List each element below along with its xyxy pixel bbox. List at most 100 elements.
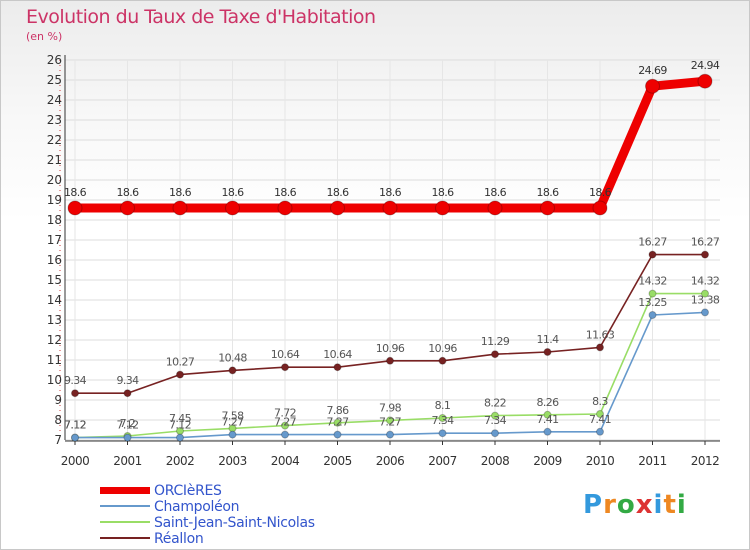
series-3-label-2009: 11.4 — [536, 333, 559, 346]
series-1-label-2012: 13.38 — [691, 293, 720, 306]
legend-item-reallon: Réallon — [100, 531, 400, 547]
series-2-label-2007: 8.1 — [435, 399, 451, 412]
legend-item-saint-jean: Saint-Jean-Saint-Nicolas — [100, 515, 400, 531]
y-tick-label-19: 19 — [47, 193, 62, 207]
y-tick-label-12: 12 — [47, 333, 62, 347]
series-0-point-2012 — [697, 73, 713, 89]
series-0-point-2007 — [435, 200, 450, 216]
series-1-label-2007: 7.34 — [431, 414, 454, 427]
series-3-point-2007 — [438, 356, 447, 365]
series-1-label-2006: 7.27 — [379, 416, 402, 429]
y-tick-label-11: 11 — [47, 353, 62, 367]
series-1-point-2010 — [596, 427, 604, 436]
series-2-label-2011: 14.32 — [638, 275, 667, 288]
series-0-label-2006: 18.6 — [379, 186, 402, 199]
series-2-label-2009: 8.26 — [536, 396, 559, 409]
proxiti-logo: Proxiti — [583, 490, 687, 520]
y-tick-label-26: 26 — [47, 53, 62, 67]
x-tick-label-2003: 2003 — [218, 454, 247, 468]
y-tick-label-22: 22 — [47, 133, 62, 147]
legend-swatch-orcieres — [100, 487, 150, 494]
series-2-label-2010: 8.3 — [592, 395, 608, 408]
series-1-point-2012 — [701, 308, 709, 317]
legend-swatch-reallon — [100, 537, 150, 539]
x-tick-label-2008: 2008 — [481, 454, 510, 468]
series-2-label-2012: 14.32 — [691, 275, 720, 288]
series-3-point-2003 — [228, 366, 237, 375]
y-tick-label-18: 18 — [47, 213, 62, 227]
series-3-label-2012: 16.27 — [691, 236, 720, 249]
legend-item-champoleon: Champoléon — [100, 499, 400, 515]
series-2-point-2012 — [701, 289, 709, 298]
x-tick-label-2007: 2007 — [428, 454, 457, 468]
series-3-point-2010 — [596, 343, 604, 352]
series-3-label-2011: 16.27 — [638, 236, 667, 249]
series-0-label-2011: 24.69 — [638, 64, 667, 77]
series-0-point-2001 — [120, 200, 135, 216]
series-1-label-2008: 7.34 — [484, 414, 507, 427]
series-2-label-2002: 7.45 — [169, 412, 192, 425]
series-0-label-2010: 18.6 — [589, 186, 612, 199]
series-2-point-2007 — [438, 414, 447, 422]
series-3-label-2004: 10.64 — [271, 348, 300, 361]
legend-label-orcieres: ORCIèRES — [154, 483, 222, 499]
series-2-point-2011 — [648, 289, 657, 298]
chart-title: Evolution du Taux de Taxe d'Habitation — [26, 6, 376, 28]
series-3-point-2008 — [491, 350, 499, 359]
x-tick-label-2009: 2009 — [533, 454, 562, 468]
series-1-label-2000: 7.12 — [64, 419, 86, 432]
series-1-point-2000 — [71, 433, 79, 442]
series-1-label-2005: 7.27 — [326, 416, 349, 429]
series-1-label-2002: 7.12 — [169, 419, 191, 432]
series-0-point-2000 — [67, 200, 83, 216]
y-tick-label-25: 25 — [47, 73, 62, 87]
series-0-point-2004 — [277, 200, 293, 216]
x-tick-label-2001: 2001 — [113, 454, 142, 468]
series-2-label-2003: 7.58 — [221, 409, 244, 422]
x-tick-label-2000: 2000 — [61, 454, 90, 468]
y-tick-label-10: 10 — [47, 373, 62, 387]
series-0-point-2006 — [382, 200, 398, 216]
x-tick-label-2006: 2006 — [376, 454, 405, 468]
series-0-point-2009 — [540, 200, 555, 216]
series-2-point-2006 — [386, 416, 394, 425]
series-3-point-2004 — [281, 363, 289, 372]
series-0-label-2012: 24.94 — [691, 59, 720, 72]
series-3-point-2002 — [176, 370, 184, 379]
legend-swatch-champoleon — [100, 505, 150, 507]
series-3-label-2008: 11.29 — [481, 335, 510, 348]
series-0-label-2002: 18.6 — [169, 186, 192, 199]
series-1-label-2010: 7.41 — [589, 413, 611, 426]
series-3-point-2005 — [333, 363, 342, 372]
y-tick-label-24: 24 — [47, 93, 62, 107]
series-1-point-2005 — [333, 430, 342, 439]
series-1-label-2009: 7.41 — [536, 413, 558, 426]
series-2-label-2001: 7.2 — [120, 417, 136, 430]
series-0-point-2011 — [645, 78, 660, 94]
series-3-label-2001: 9.34 — [116, 374, 139, 387]
series-3-point-2001 — [123, 389, 132, 398]
legend-swatch-saint-jean — [100, 521, 150, 523]
series-1-point-2007 — [438, 429, 447, 438]
x-tick-label-2004: 2004 — [271, 454, 300, 468]
series-0-label-2003: 18.6 — [221, 186, 244, 199]
y-tick-label-7: 7 — [54, 433, 62, 447]
x-tick-label-2005: 2005 — [323, 454, 352, 468]
series-3-point-2012 — [701, 250, 709, 259]
series-0-label-2001: 18.6 — [116, 186, 139, 199]
series-1-point-2001 — [123, 433, 132, 442]
series-3-label-2002: 10.27 — [166, 356, 195, 369]
x-tick-label-2010: 2010 — [586, 454, 615, 468]
series-0-label-2004: 18.6 — [274, 186, 297, 199]
series-1-label-2001: 7.12 — [116, 419, 138, 432]
x-tick-label-2002: 2002 — [166, 454, 195, 468]
y-tick-label-14: 14 — [47, 293, 62, 307]
series-2-label-2008: 8.22 — [484, 397, 506, 410]
y-tick-label-15: 15 — [47, 273, 62, 287]
series-0-point-2008 — [487, 200, 503, 216]
series-3-label-2010: 11.63 — [586, 328, 615, 341]
series-1-label-2011: 13.25 — [638, 296, 667, 309]
series-2-point-2010 — [596, 410, 604, 418]
series-2-point-2008 — [491, 411, 499, 420]
